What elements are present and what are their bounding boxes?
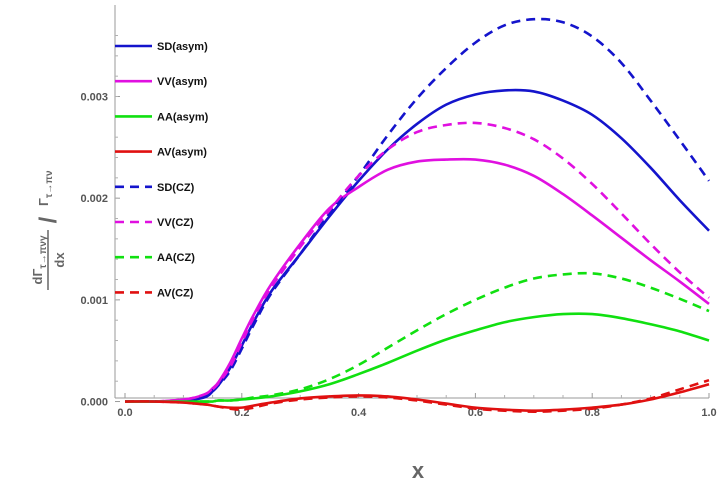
y-ticks: 0.000 0.001 0.002 0.003 (80, 35, 120, 409)
y-label-right: Γτ→πν (36, 170, 55, 206)
legend-label: AV(asym) (157, 147, 207, 159)
x-tick-label: 0.6 (468, 407, 483, 419)
y-label-numerator: dΓτ→πνγ (30, 235, 49, 284)
series-line-av-cz (124, 378, 710, 413)
y-axis-label: dΓτ→πνγ dx / Γτ→πν (30, 170, 67, 290)
legend-label: VV(CZ) (157, 217, 194, 229)
y-tick-label: 0.002 (80, 193, 108, 205)
y-label-right-main: Γ (36, 198, 51, 206)
x-tick-label: 0.0 (117, 407, 132, 419)
legend-label: AA(asym) (157, 111, 209, 123)
x-tick-label: 0.4 (351, 407, 367, 419)
y-tick-label: 0.000 (80, 397, 108, 409)
legend-label: AV(CZ) (157, 287, 194, 299)
y-label-denominator: dx (52, 252, 67, 268)
legend-label: VV(asym) (157, 76, 207, 88)
y-label-right-sub: τ→πν (44, 170, 55, 198)
legend-label: SD(asym) (157, 41, 208, 53)
legend: SD(asym) VV(asym) AA(asym) AV(asym) SD(CZ) VV… (115, 41, 209, 299)
axes (114, 5, 709, 399)
series-line-aa-cz (125, 271, 710, 403)
series-line-sd-asym (124, 88, 710, 403)
y-label-slash: / (35, 216, 62, 223)
x-tick-label: 1.0 (701, 407, 716, 419)
legend-label: AA(CZ) (157, 252, 195, 264)
y-label-numerator-main: dΓ (30, 269, 45, 285)
y-tick-label: 0.003 (80, 92, 108, 104)
series-lines (124, 17, 711, 413)
series-line-vv-asym (124, 157, 710, 403)
legend-label: SD(CZ) (157, 182, 195, 194)
y-label-numerator-sub: τ→πνγ (38, 235, 49, 269)
series-line-vv-cz (124, 121, 710, 403)
y-tick-label: 0.001 (80, 295, 108, 307)
series-line-sd-cz (124, 17, 711, 403)
x-axis-label: x (412, 458, 425, 483)
